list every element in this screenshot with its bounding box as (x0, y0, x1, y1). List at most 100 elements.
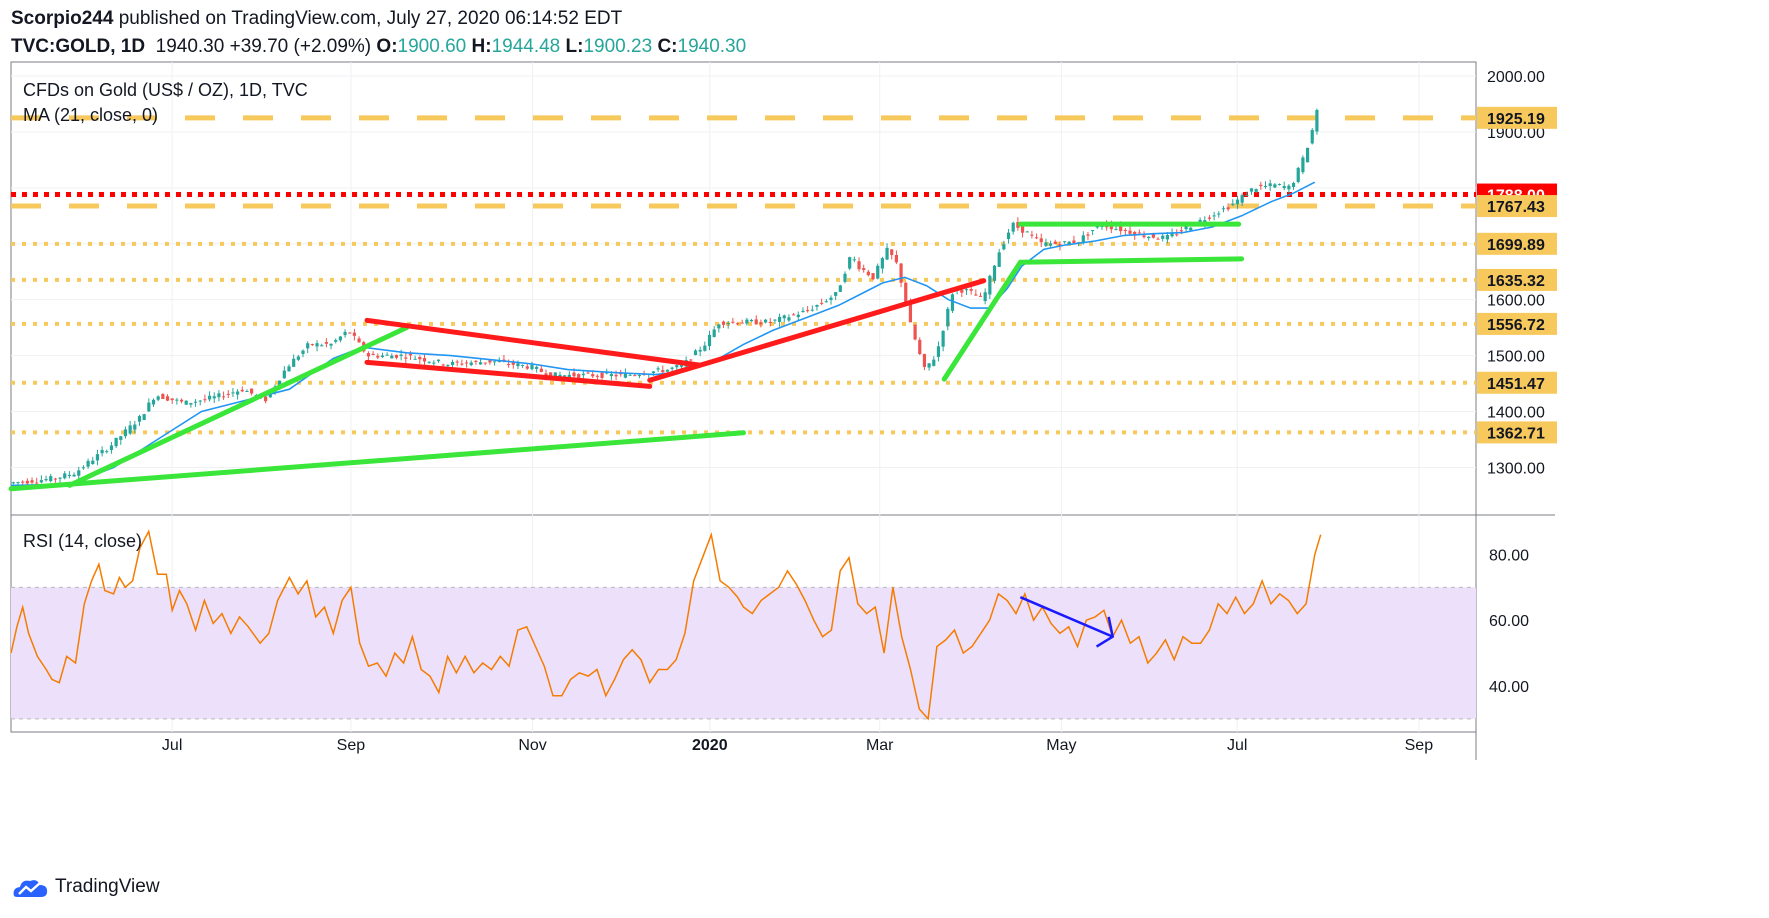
candle-body (665, 369, 670, 372)
candle-body (759, 322, 763, 325)
candle-body (740, 322, 744, 324)
high-label: H: (471, 36, 492, 57)
candle-body (1039, 238, 1043, 243)
candle-body (240, 389, 244, 392)
candle-body (441, 364, 445, 366)
trendline-red (364, 359, 653, 389)
candle-body (1226, 207, 1230, 210)
candle-body (147, 402, 151, 412)
candle-body (133, 424, 137, 430)
trendline-red (364, 317, 703, 368)
price-tick-label: 1900.00 (1487, 125, 1545, 142)
candle-body (175, 399, 179, 401)
candle-body (871, 273, 875, 280)
candle-body (301, 350, 305, 354)
candle-body (77, 470, 81, 476)
candle-body (380, 355, 385, 358)
candle-body (179, 399, 184, 402)
divergence-arrow-line (1019, 596, 1114, 638)
candle-body (661, 370, 665, 373)
candle-body (717, 324, 721, 329)
candle-body (11, 482, 15, 484)
author-name[interactable]: Scorpio244 (11, 8, 114, 29)
rsi-legend: RSI (14, close) (23, 531, 142, 551)
tradingview-logo-icon (13, 880, 48, 897)
candle-body (1020, 225, 1025, 233)
candle-body (245, 390, 249, 392)
divergence-arrow-head (1095, 616, 1115, 648)
candle-body (231, 392, 235, 394)
candle-body (782, 315, 786, 319)
level-badge (1477, 232, 1557, 255)
candle-body (394, 354, 399, 358)
candle-body (1179, 230, 1184, 232)
candle-body (1128, 230, 1132, 234)
candle-body (422, 358, 427, 362)
candle-body (586, 372, 590, 374)
candle-body (1025, 231, 1029, 233)
candle-body (63, 473, 67, 479)
candle-body (726, 323, 730, 325)
candle-body (563, 375, 567, 377)
candle-body (988, 275, 992, 295)
candle-body (1291, 182, 1296, 187)
candle-body (1282, 186, 1286, 189)
candle-body (343, 331, 347, 336)
candle-body (1268, 183, 1272, 187)
candle-body (848, 257, 852, 269)
candle-body (1151, 233, 1155, 238)
candle-body (983, 292, 987, 302)
candle-body (436, 359, 441, 362)
candle-body (413, 358, 417, 360)
candle-body (922, 354, 927, 367)
candle-body (287, 366, 291, 372)
tradingview-brand[interactable]: TradingView (11, 876, 160, 898)
level-badge-label: 1362.71 (1487, 425, 1545, 442)
level-badge (1477, 371, 1557, 394)
price-tick-label: 1400.00 (1487, 405, 1545, 422)
candle-body (1240, 195, 1244, 203)
candle-body (656, 368, 660, 370)
candle-body (95, 454, 100, 461)
price-tick-label: 1300.00 (1487, 460, 1545, 477)
candle-body (1002, 244, 1006, 250)
candle-body (418, 356, 422, 360)
trendline-green (67, 325, 410, 488)
candle-body (137, 416, 142, 422)
close-label: C: (657, 36, 678, 57)
candle-body (306, 343, 310, 349)
candle-body (212, 396, 216, 399)
candle-body (876, 265, 880, 279)
candle-body (605, 372, 609, 374)
candle-body (1170, 233, 1174, 237)
candle-body (852, 259, 856, 261)
candle-body (1156, 238, 1160, 240)
candle-body (371, 353, 375, 355)
candle-body (236, 391, 240, 395)
candle-body (16, 482, 20, 484)
candle-body (1184, 226, 1188, 230)
candle-body (1287, 185, 1291, 190)
candle-body (1277, 183, 1282, 185)
rsi-band (11, 587, 1476, 719)
candle-body (521, 364, 525, 366)
candle-body (960, 290, 964, 293)
candle-body (549, 372, 553, 378)
candle-body (478, 362, 483, 365)
candle-body (913, 325, 917, 340)
candle-body (1301, 157, 1305, 173)
candle-body (366, 353, 371, 357)
time-tick-label: Jul (162, 737, 182, 754)
candle-body (156, 396, 160, 400)
publish-info: Scorpio244 published on TradingView.com,… (11, 8, 622, 30)
candle-body (1254, 189, 1258, 192)
candle-body (338, 336, 342, 341)
candle-body (773, 319, 777, 321)
candle-body (170, 398, 174, 401)
candle-body (1147, 236, 1151, 239)
candle-body (385, 354, 389, 356)
candle-body (1263, 185, 1268, 187)
candle-body (320, 345, 324, 347)
candle-body (450, 361, 455, 365)
